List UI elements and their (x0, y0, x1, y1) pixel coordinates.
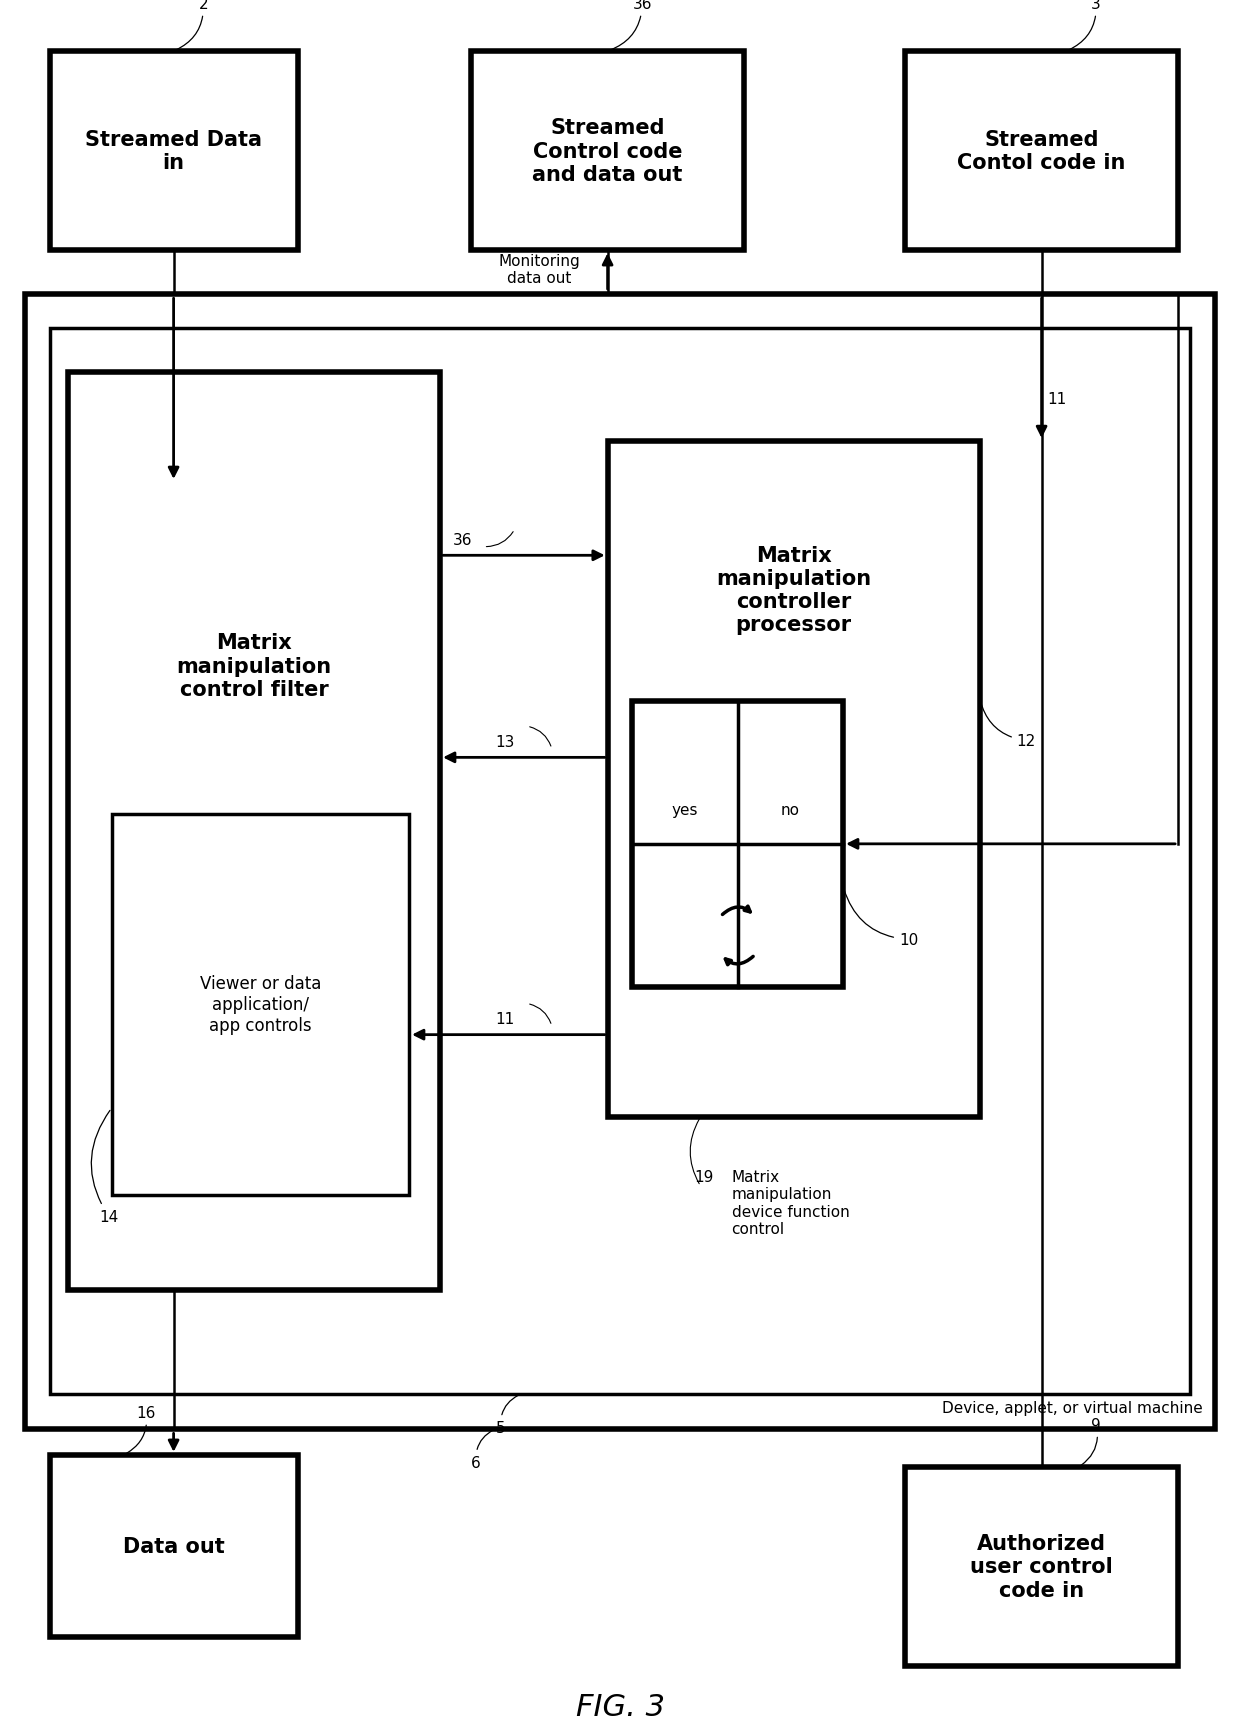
Text: Data out: Data out (123, 1536, 224, 1555)
Text: yes: yes (672, 802, 698, 818)
Text: Device, applet, or virtual machine: Device, applet, or virtual machine (942, 1399, 1203, 1415)
Text: 11: 11 (1048, 391, 1068, 407)
Text: 11: 11 (495, 1011, 515, 1027)
Text: Matrix
manipulation
device function
control: Matrix manipulation device function cont… (732, 1169, 849, 1237)
Text: Monitoring
data out: Monitoring data out (498, 253, 580, 286)
Text: Viewer or data
application/
app controls: Viewer or data application/ app controls (200, 975, 321, 1034)
Text: no: no (781, 802, 800, 818)
Text: Streamed
Control code
and data out: Streamed Control code and data out (532, 118, 683, 185)
Bar (50, 52, 298, 251)
Text: 10: 10 (844, 890, 919, 947)
Text: 14: 14 (92, 1110, 119, 1225)
Text: 12: 12 (981, 701, 1037, 748)
Bar (112, 814, 409, 1195)
Text: 36: 36 (453, 532, 472, 547)
Text: Matrix
manipulation
control filter: Matrix manipulation control filter (176, 632, 332, 700)
Text: FIG. 3: FIG. 3 (575, 1692, 665, 1720)
Bar (50, 1455, 298, 1637)
Text: 13: 13 (495, 734, 515, 750)
Text: 36: 36 (610, 0, 652, 50)
Text: 9: 9 (1081, 1417, 1101, 1465)
Bar (905, 1467, 1178, 1666)
Text: 2: 2 (176, 0, 208, 50)
Bar (50, 329, 1190, 1394)
Bar (25, 294, 1215, 1429)
Text: 3: 3 (1069, 0, 1101, 50)
Text: 6: 6 (471, 1431, 494, 1470)
Bar (632, 701, 843, 987)
Text: Authorized
user control
code in: Authorized user control code in (970, 1533, 1114, 1600)
Text: 16: 16 (126, 1405, 156, 1453)
Bar (68, 372, 440, 1290)
Text: Matrix
manipulation
controller
processor: Matrix manipulation controller processor (715, 546, 872, 636)
Text: 5: 5 (496, 1396, 518, 1436)
Bar (905, 52, 1178, 251)
Bar (471, 52, 744, 251)
Bar (608, 442, 980, 1117)
Text: Streamed
Contol code in: Streamed Contol code in (957, 130, 1126, 173)
Text: 19: 19 (694, 1169, 714, 1185)
Text: Streamed Data
in: Streamed Data in (86, 130, 262, 173)
